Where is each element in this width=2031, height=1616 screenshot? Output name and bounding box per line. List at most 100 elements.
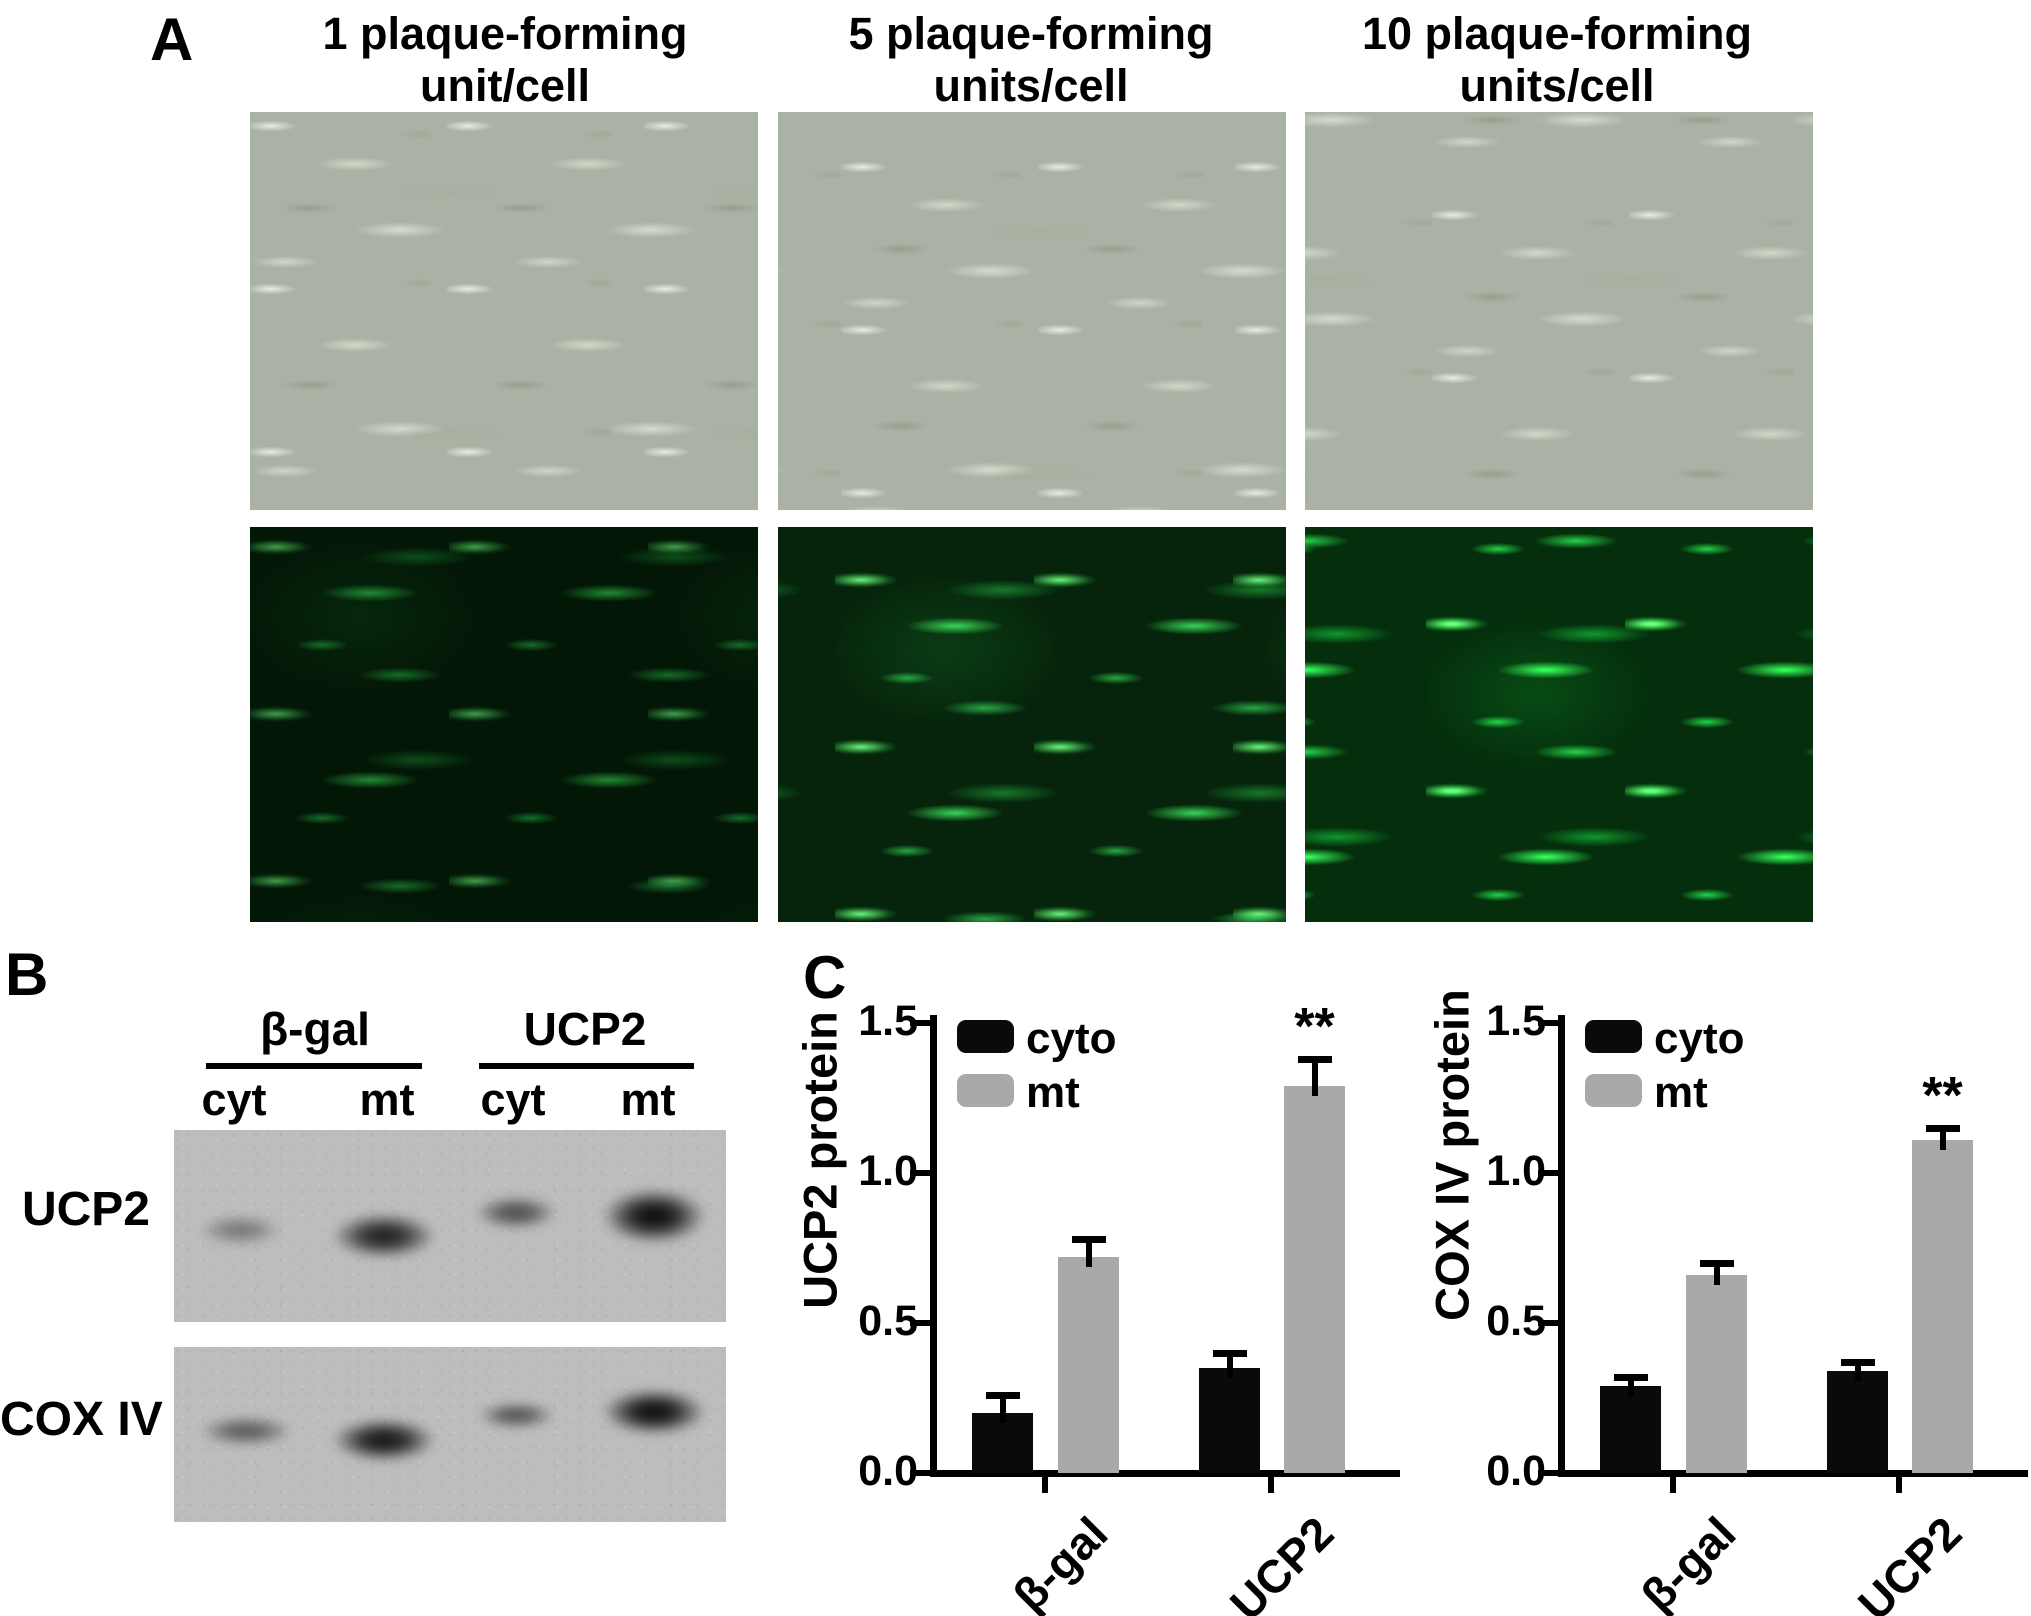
y-tick-label: 1.0 <box>858 1147 918 1195</box>
bar-cyto-β-gal <box>972 1413 1033 1473</box>
legend-label-mt: mt <box>1026 1068 1080 1117</box>
column-header-2-line1: 5 plaque-forming <box>848 8 1214 59</box>
blot-row-label-coxiv: COX IV <box>0 1393 163 1446</box>
y-tick-label: 1.5 <box>1486 997 1546 1045</box>
error-bar-cap <box>1699 1260 1734 1267</box>
gfp-fluorescence-micrograph-2 <box>778 527 1286 922</box>
gfp-fluorescence-micrograph-3 <box>1305 527 1813 922</box>
column-header-3: 10 plaque-forming units/cell <box>1317 8 1797 112</box>
error-bar-cap <box>1613 1374 1648 1381</box>
phase-contrast-micrograph-3 <box>1305 112 1813 510</box>
column-header-2-line2: units/cell <box>933 60 1129 111</box>
y-axis <box>930 1015 937 1477</box>
gfp-fluorescence-micrograph-1 <box>250 527 758 922</box>
blot-band <box>601 1388 707 1436</box>
panel-a-label: A <box>150 6 194 73</box>
panel-b-label: B <box>5 941 49 1008</box>
legend-label-cyto: cyto <box>1654 1014 1745 1063</box>
x-tick-mark <box>1042 1477 1048 1493</box>
x-category-label: UCP2 <box>1219 1506 1344 1616</box>
y-tick-label: 1.5 <box>858 997 918 1045</box>
column-header-2: 5 plaque-forming units/cell <box>791 8 1271 112</box>
bar-cyto-UCP2 <box>1827 1371 1888 1473</box>
x-category-label: UCP2 <box>1847 1506 1972 1616</box>
error-bar-cap <box>1212 1350 1247 1357</box>
legend-swatch-cyto <box>957 1020 1014 1053</box>
error-bar-stem <box>1311 1059 1318 1096</box>
western-blot-coxiv <box>174 1347 726 1522</box>
error-bar-cap <box>1297 1056 1332 1063</box>
y-tick-label: 1.0 <box>1486 1147 1546 1195</box>
chart2-y-axis-label: COX IV protein <box>1425 989 1479 1321</box>
legend-swatch-mt <box>1585 1074 1642 1107</box>
y-tick-mark <box>910 1470 930 1476</box>
y-tick-mark <box>910 1320 930 1326</box>
error-bar-stem <box>1939 1128 1946 1150</box>
x-axis <box>930 1470 1400 1477</box>
y-tick-label: 0.0 <box>858 1447 918 1495</box>
blot-band <box>474 1195 558 1230</box>
phase-contrast-micrograph-2 <box>778 112 1286 510</box>
column-header-3-line2: units/cell <box>1459 60 1655 111</box>
error-bar-stem <box>1627 1377 1634 1396</box>
significance-marker: ** <box>1294 998 1335 1056</box>
error-bar-stem <box>1226 1353 1233 1378</box>
x-tick-mark <box>1670 1477 1676 1493</box>
x-tick-mark <box>1268 1477 1274 1493</box>
y-tick-mark <box>1538 1470 1558 1476</box>
lane-label-cyt-1: cyt <box>201 1074 267 1125</box>
lane-label-mt-1: mt <box>359 1074 415 1125</box>
y-tick-label: 0.5 <box>858 1297 918 1345</box>
error-bar-cap <box>985 1392 1020 1399</box>
x-category-label: β-gal <box>1631 1506 1746 1616</box>
column-header-3-line1: 10 plaque-forming <box>1361 8 1753 59</box>
error-bar-stem <box>1854 1362 1861 1381</box>
chart-coxiv-protein: 0.0 0.5 1.0 1.5 β-gal UCP2 ** cyto mt <box>1486 997 2031 1616</box>
legend-label-cyto: cyto <box>1026 1014 1117 1063</box>
error-bar-cap <box>1925 1125 1960 1132</box>
blot-group-label-bgal: β-gal <box>260 1003 370 1055</box>
legend-swatch-cyto <box>1585 1020 1642 1053</box>
bar-cyto-UCP2 <box>1199 1368 1260 1473</box>
y-tick-mark <box>1538 1320 1558 1326</box>
y-tick-label: 0.5 <box>1486 1297 1546 1345</box>
blot-group-underline-ucp2 <box>479 1063 694 1069</box>
x-axis <box>1558 1470 2028 1477</box>
error-bar-stem <box>1713 1263 1720 1285</box>
bar-mt-β-gal <box>1686 1275 1747 1473</box>
y-tick-mark <box>1538 1170 1558 1176</box>
lane-label-mt-2: mt <box>620 1074 676 1125</box>
x-category-label: β-gal <box>1003 1506 1118 1616</box>
column-header-1-line1: 1 plaque-forming <box>322 8 688 59</box>
y-tick-label: 0.0 <box>1486 1447 1546 1495</box>
y-tick-mark <box>910 1020 930 1026</box>
chart1-y-axis-label: UCP2 protein <box>793 1011 847 1309</box>
column-header-1: 1 plaque-forming unit/cell <box>265 8 745 112</box>
error-bar-stem <box>999 1395 1006 1423</box>
lane-label-cyt-2: cyt <box>480 1074 546 1125</box>
blot-band <box>601 1188 707 1245</box>
bar-cyto-β-gal <box>1600 1386 1661 1473</box>
y-axis <box>1558 1015 1565 1477</box>
panel-c-label: C <box>803 944 847 1011</box>
blot-group-underline-bgal <box>206 1063 422 1069</box>
blot-group-label-ucp2: UCP2 <box>523 1003 647 1055</box>
blot-band <box>477 1402 555 1429</box>
significance-marker: ** <box>1922 1067 1963 1125</box>
blot-row-label-ucp2: UCP2 <box>21 1183 150 1236</box>
error-bar-cap <box>1071 1236 1106 1243</box>
western-blot-ucp2 <box>174 1130 726 1322</box>
blot-band <box>198 1416 293 1446</box>
legend-label-mt: mt <box>1654 1068 1708 1117</box>
y-tick-mark <box>1538 1020 1558 1026</box>
legend-swatch-mt <box>957 1074 1014 1107</box>
blot-band <box>331 1417 437 1462</box>
blot-band <box>331 1212 437 1259</box>
error-bar-stem <box>1085 1239 1092 1267</box>
phase-contrast-micrograph-1 <box>250 112 758 510</box>
y-tick-mark <box>910 1170 930 1176</box>
bar-mt-UCP2 <box>1912 1140 1973 1473</box>
x-tick-mark <box>1896 1477 1902 1493</box>
blot-band <box>198 1214 282 1246</box>
